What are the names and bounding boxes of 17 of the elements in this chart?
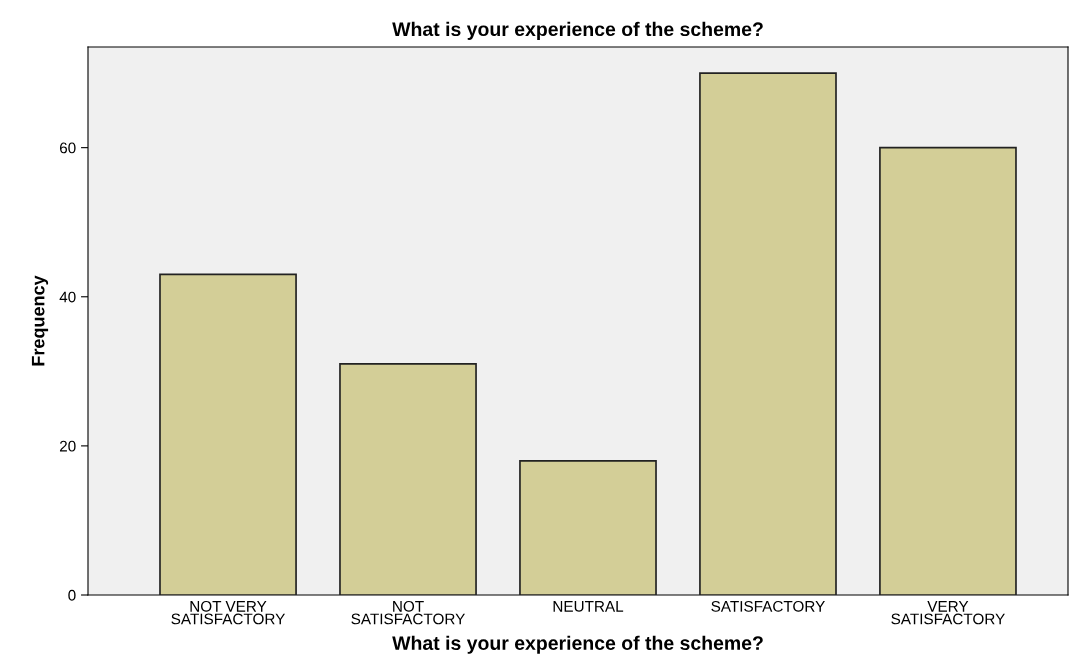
- bar: [699, 72, 837, 595]
- bar: [879, 146, 1017, 595]
- bar: [519, 459, 657, 595]
- bar: [159, 273, 297, 595]
- bar: [339, 363, 477, 595]
- y-tick-label: 20: [59, 440, 76, 452]
- y-tick-label: 40: [59, 291, 76, 303]
- x-tick-label: VERY SATISFACTORY: [891, 601, 1005, 625]
- y-tick-label: 60: [59, 142, 76, 154]
- x-tick-label: NOT VERY SATISFACTORY: [171, 600, 286, 625]
- x-tick-label: NEUTRAL: [553, 601, 624, 612]
- y-tick-label: 0: [68, 589, 76, 601]
- chart-title: What is your experience of the scheme?: [392, 21, 763, 40]
- x-tick-label: NOT SATISFACTORY: [351, 600, 465, 625]
- y-axis-title: Frequency: [31, 275, 49, 366]
- x-tick-label: SATISFACTORY: [711, 600, 825, 612]
- x-axis-title: What is your experience of the scheme?: [392, 635, 763, 654]
